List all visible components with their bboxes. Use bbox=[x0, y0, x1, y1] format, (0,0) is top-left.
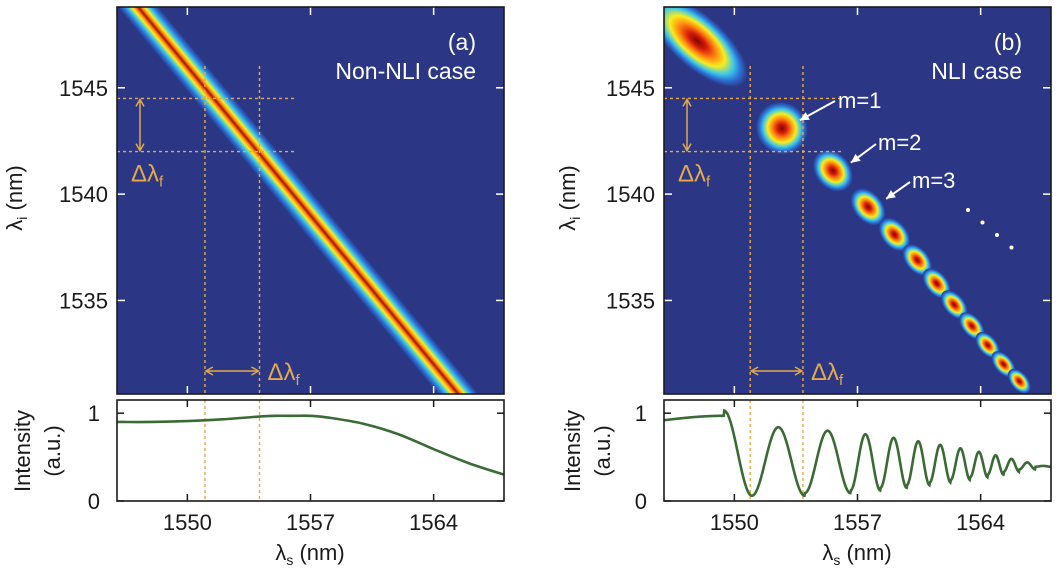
y-tick-label: 1535 bbox=[606, 288, 655, 313]
heatmap-b bbox=[664, 7, 1051, 394]
x-axis-ticks-a: 1550 1557 1564 bbox=[163, 400, 458, 535]
y-tick-label: 1540 bbox=[59, 182, 108, 207]
x-tick-label: 1564 bbox=[409, 510, 458, 535]
x-axis-label-a: λs (nm) bbox=[275, 540, 344, 568]
y-axis-label-a: λi (nm) bbox=[2, 165, 30, 230]
intensity-y-tick-label: 0 bbox=[88, 489, 100, 514]
arrowhead bbox=[682, 143, 692, 153]
y-axis-ticks-a bbox=[117, 7, 504, 394]
heatmap-frame-a bbox=[116, 6, 505, 395]
mode-arrowhead bbox=[850, 153, 861, 163]
mode-island-11 bbox=[1007, 368, 1031, 394]
mode-arrowhead bbox=[886, 190, 896, 199]
intensity-y-tick-label: 0 bbox=[635, 489, 647, 514]
mode-arrows-b bbox=[799, 100, 911, 200]
intensity-guide-lines-b bbox=[749, 400, 804, 501]
intensity-frame-a bbox=[116, 399, 505, 502]
panel-title-a: Non-NLI case bbox=[335, 58, 476, 84]
mode-island-8 bbox=[959, 312, 985, 340]
continuation-dot bbox=[980, 220, 985, 225]
y-axis-label-b: λi (nm) bbox=[555, 165, 583, 230]
mode-arrowhead bbox=[799, 112, 810, 121]
tail-lobe bbox=[664, 7, 748, 88]
intensity-guide-lines-a bbox=[204, 400, 261, 501]
arrowhead bbox=[682, 97, 692, 107]
x-tick-label: 1557 bbox=[286, 510, 335, 535]
arrowhead bbox=[135, 143, 145, 153]
mode-island-7 bbox=[940, 290, 968, 320]
x-tick-label: 1557 bbox=[833, 510, 882, 535]
intensity-curve-a bbox=[117, 414, 504, 476]
continuation-dot bbox=[995, 233, 999, 237]
intensity-y-tick-label: 1 bbox=[88, 401, 100, 426]
intensity-units-a: (a.u.) bbox=[40, 425, 65, 476]
continuation-dot bbox=[966, 208, 970, 212]
intensity-frame-b bbox=[663, 399, 1052, 502]
delta-lambda-f-horizontal-b: Δλf bbox=[811, 359, 844, 389]
panel-title-b: NLI case bbox=[931, 58, 1022, 84]
panel-label-b: (b) bbox=[994, 29, 1022, 55]
panel-a: (a) Non-NLI case 1535 1540 1545 λi (nm) Δλ… bbox=[2, 6, 505, 568]
continuation-dots-b bbox=[966, 208, 1014, 250]
x-tick-label: 1550 bbox=[710, 510, 759, 535]
intensity-y-tick-label: 1 bbox=[635, 401, 647, 426]
x-tick-label: 1550 bbox=[163, 510, 212, 535]
arrowhead bbox=[135, 97, 145, 107]
correlation-ridge bbox=[117, 7, 504, 394]
y-tick-label: 1540 bbox=[606, 182, 655, 207]
delta-lambda-f-vertical-a: Δλf bbox=[131, 161, 164, 191]
mode-island-2 bbox=[812, 149, 853, 192]
intensity-curve-b bbox=[664, 408, 1051, 498]
y-axis-tick-labels-a: 1535 1540 1545 bbox=[59, 76, 108, 314]
x-axis-ticks-b: 1550 1557 1564 bbox=[710, 400, 1005, 535]
mode-island-3 bbox=[850, 188, 886, 226]
delta-lambda-f-horizontal-a: Δλf bbox=[267, 359, 300, 389]
mode-island-9 bbox=[975, 331, 1000, 359]
heatmap-a bbox=[117, 7, 504, 394]
mode-label-m2: m=2 bbox=[878, 130, 921, 155]
intensity-label-a: Intensity bbox=[10, 410, 35, 492]
heatmap-frame-b bbox=[663, 6, 1052, 395]
x-axis-label-b: λs (nm) bbox=[822, 540, 891, 568]
arrowhead bbox=[794, 366, 804, 376]
y-axis-tick-labels-b: 1535 1540 1545 bbox=[606, 76, 655, 314]
intensity-label-b: Intensity bbox=[560, 410, 585, 492]
arrowhead bbox=[251, 366, 260, 376]
y-tick-label: 1545 bbox=[59, 76, 108, 101]
x-tick-label: 1564 bbox=[956, 510, 1005, 535]
guide-lines-b bbox=[664, 66, 844, 394]
y-axis-ticks-b bbox=[664, 7, 1051, 394]
mode-label-m3: m=3 bbox=[912, 168, 955, 193]
intensity-units-b: (a.u.) bbox=[590, 425, 615, 476]
panel-b: (b) NLI case m=1 m=2 m=3 1535 1540 1545 λi… bbox=[555, 6, 1052, 568]
y-tick-label: 1535 bbox=[59, 288, 108, 313]
arrowhead bbox=[749, 366, 759, 376]
y-tick-label: 1545 bbox=[606, 76, 655, 101]
panel-label-a: (a) bbox=[448, 29, 476, 55]
mode-label-m1: m=1 bbox=[838, 88, 881, 113]
mode-island-6 bbox=[922, 268, 951, 299]
delta-lambda-f-vertical-b: Δλf bbox=[678, 161, 711, 191]
mode-island-1 bbox=[755, 102, 808, 155]
continuation-dot bbox=[1009, 245, 1014, 250]
guide-lines-a bbox=[117, 66, 297, 394]
mode-island-5 bbox=[902, 244, 932, 276]
mode-island-4 bbox=[878, 217, 911, 252]
arrowhead bbox=[204, 366, 214, 376]
